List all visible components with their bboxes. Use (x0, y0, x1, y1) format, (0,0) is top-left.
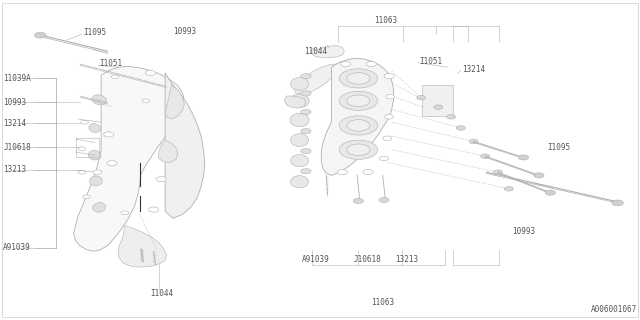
Circle shape (301, 148, 311, 154)
Circle shape (93, 170, 102, 174)
Ellipse shape (291, 155, 308, 167)
Circle shape (339, 116, 378, 135)
Circle shape (366, 61, 376, 67)
Circle shape (347, 120, 370, 131)
Text: I1044: I1044 (150, 289, 173, 298)
Circle shape (434, 105, 443, 109)
Polygon shape (165, 73, 205, 218)
Circle shape (301, 129, 311, 134)
Polygon shape (293, 64, 339, 94)
Circle shape (384, 74, 394, 79)
Ellipse shape (93, 203, 106, 212)
Circle shape (301, 91, 311, 96)
Ellipse shape (291, 77, 308, 90)
Circle shape (363, 170, 373, 175)
Text: 13213: 13213 (396, 255, 419, 264)
Text: 11063: 11063 (371, 298, 394, 307)
Circle shape (380, 156, 388, 161)
Circle shape (347, 95, 370, 107)
Ellipse shape (88, 150, 101, 160)
Circle shape (493, 170, 502, 174)
Circle shape (148, 207, 159, 212)
Text: I1051: I1051 (419, 57, 442, 66)
Circle shape (347, 73, 370, 84)
Polygon shape (118, 226, 166, 267)
Circle shape (337, 170, 348, 175)
Text: 11063: 11063 (374, 16, 397, 25)
Ellipse shape (90, 176, 102, 186)
Circle shape (353, 198, 364, 204)
Polygon shape (74, 66, 184, 251)
Circle shape (107, 161, 117, 166)
Circle shape (612, 200, 623, 206)
Text: J10618: J10618 (353, 255, 381, 264)
Text: 10993: 10993 (3, 98, 26, 107)
Polygon shape (285, 96, 306, 108)
Text: 10993: 10993 (173, 28, 196, 36)
Circle shape (83, 195, 90, 199)
Circle shape (383, 136, 392, 140)
Ellipse shape (92, 95, 106, 105)
Polygon shape (321, 58, 394, 175)
Text: A91039: A91039 (302, 255, 330, 264)
Circle shape (469, 139, 478, 144)
Circle shape (339, 140, 378, 159)
Circle shape (78, 147, 86, 151)
Text: 13213: 13213 (3, 165, 26, 174)
Circle shape (339, 91, 378, 110)
Polygon shape (310, 45, 344, 58)
Circle shape (301, 74, 311, 79)
Ellipse shape (290, 94, 309, 108)
Circle shape (447, 115, 456, 119)
Circle shape (35, 32, 46, 38)
Text: 10993: 10993 (512, 228, 535, 236)
Text: 11044: 11044 (304, 47, 327, 56)
Polygon shape (165, 85, 184, 119)
Text: 11039A: 11039A (3, 74, 31, 83)
Text: A006001067: A006001067 (591, 305, 637, 314)
Text: 13214: 13214 (3, 119, 26, 128)
Circle shape (481, 154, 490, 158)
Circle shape (386, 94, 395, 99)
Circle shape (301, 169, 311, 174)
Circle shape (456, 126, 465, 130)
Circle shape (78, 170, 86, 174)
Text: A91039: A91039 (3, 244, 31, 252)
Circle shape (111, 75, 119, 79)
Text: J10618: J10618 (3, 143, 31, 152)
Ellipse shape (291, 134, 308, 147)
Circle shape (534, 173, 544, 178)
Circle shape (339, 69, 378, 88)
Circle shape (385, 115, 394, 119)
Circle shape (156, 177, 166, 182)
Ellipse shape (291, 176, 308, 188)
Polygon shape (159, 140, 178, 163)
Circle shape (81, 120, 88, 124)
Circle shape (301, 109, 311, 115)
Circle shape (518, 155, 529, 160)
Circle shape (347, 144, 370, 156)
Ellipse shape (290, 113, 309, 127)
Text: I1051: I1051 (99, 60, 122, 68)
Circle shape (104, 132, 114, 137)
Circle shape (417, 95, 426, 100)
Text: 13214: 13214 (462, 65, 485, 74)
FancyBboxPatch shape (422, 85, 453, 116)
Circle shape (142, 99, 150, 103)
Text: I1095: I1095 (547, 143, 570, 152)
Text: I1095: I1095 (83, 28, 106, 37)
Circle shape (340, 61, 351, 67)
Circle shape (379, 197, 389, 203)
Circle shape (545, 190, 556, 195)
Circle shape (145, 70, 156, 76)
Circle shape (504, 187, 513, 191)
Ellipse shape (89, 124, 100, 132)
Circle shape (121, 211, 129, 215)
